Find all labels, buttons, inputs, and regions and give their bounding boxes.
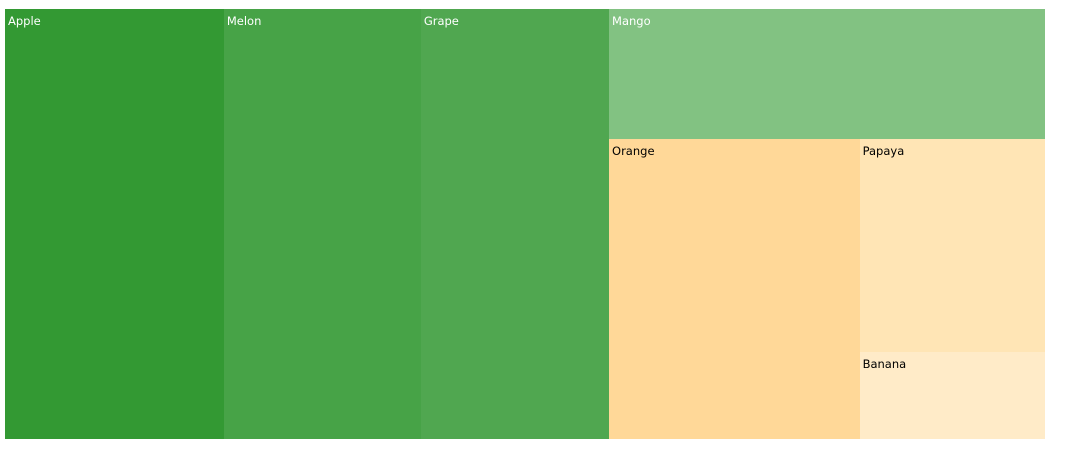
- treemap-tile-label: Papaya: [862, 143, 905, 158]
- treemap-tile-mango: Mango: [609, 9, 1045, 139]
- treemap-tile-label: Apple: [8, 14, 41, 28]
- treemap-tile-banana: Banana: [859, 351, 1045, 439]
- treemap-tile-label: Orange: [612, 143, 655, 158]
- treemap-tile-grape: Grape: [420, 9, 610, 439]
- treemap-tile-papaya: Papaya: [859, 138, 1045, 352]
- treemap-chart: Apple Melon Grape Mango Orange Papaya Banana: [5, 9, 1045, 439]
- treemap-tile-apple: Apple: [5, 9, 224, 439]
- treemap-tile-label: Grape: [423, 14, 459, 28]
- treemap-tile-label: Mango: [612, 14, 651, 28]
- treemap-tile-melon: Melon: [223, 9, 421, 439]
- treemap-tile-orange: Orange: [609, 138, 860, 439]
- treemap-tile-label: Banana: [862, 356, 907, 371]
- treemap-tile-label: Melon: [226, 14, 262, 28]
